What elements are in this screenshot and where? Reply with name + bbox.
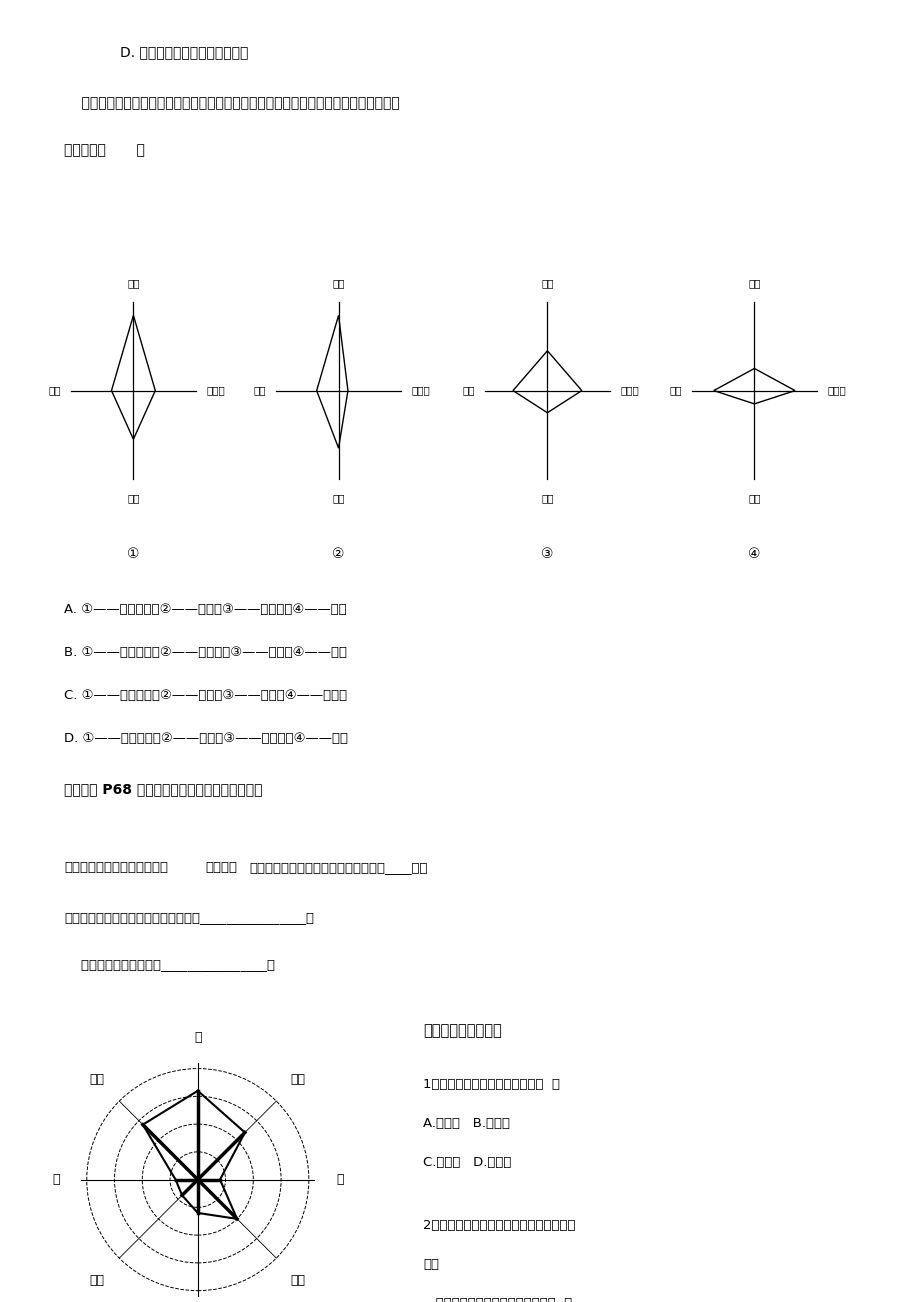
Text: 原料: 原料 [332,277,345,288]
Text: 保护: 保护 [423,1258,438,1271]
Text: D. ①——甘蔗制糖、②——噚酒、③——微电子、④——制鞋: D. ①——甘蔗制糖、②——噚酒、③——微电子、④——制鞋 [64,732,348,745]
Text: C. ①——甘蔗制糖、②——制鞋、③——噚酒、④——微电子: C. ①——甘蔗制糖、②——制鞋、③——噚酒、④——微电子 [64,689,347,702]
Text: 劳动力: 劳动力 [826,385,845,396]
Text: ②: ② [332,547,345,561]
Text: 西北: 西北 [90,1073,105,1086]
Text: 北: 北 [194,1031,201,1044]
Text: 市场: 市场 [461,385,474,396]
Text: 东南: 东南 [290,1273,305,1286]
Text: 市场: 市场 [48,385,61,396]
Text: B. ①——甘蔗制糖、②——微电子、③——制鞋、④——噚酒: B. ①——甘蔗制糖、②——微电子、③——制鞋、④——噚酒 [64,646,347,659]
Text: 原则：工业布局在最小风频的: 原则：工业布局在最小风频的 [64,861,168,874]
Text: 阅读课本 P68 风向频率与工业布局完成活动题：: 阅读课本 P68 风向频率与工业布局完成活动题： [64,783,263,797]
Text: A.西北风   B.东南风: A.西北风 B.东南风 [423,1117,510,1130]
Text: 东: 东 [335,1173,344,1186]
Text: 2、如果在该城市布局一个火电厂，从环境: 2、如果在该城市布局一个火电厂，从环境 [423,1219,575,1232]
Text: 例如：常年盛行一种风向，工业布局在________________。: 例如：常年盛行一种风向，工业布局在________________。 [64,911,314,924]
Text: 原料: 原料 [127,277,140,288]
Text: 原料: 原料 [747,277,760,288]
Text: C.西南风   D.东北风: C.西南风 D.东北风 [423,1156,511,1169]
Text: 西南: 西南 [90,1273,105,1286]
Text: 西: 西 [51,1173,60,1186]
Text: 技术: 技术 [127,493,140,504]
Text: A. ①——甘蔗制糖、②——制鞋、③——微电子、④——噚酒: A. ①——甘蔗制糖、②——制鞋、③——微电子、④——噚酒 [64,603,346,616]
Text: 盛行季风，工业布局在________________。: 盛行季风，工业布局在________________。 [64,958,275,971]
Text: 1、该地出现频率最小的风向为（  ）: 1、该地出现频率最小的风向为（ ） [423,1078,560,1091]
Text: ④: ④ [747,547,760,561]
Text: 市场: 市场 [668,385,681,396]
Text: （看风玫瑞图总结离圆心越近，风频越____。）: （看风玫瑞图总结离圆心越近，风频越____。） [249,861,427,874]
Text: 看左图，回答下两题: 看左图，回答下两题 [423,1023,502,1039]
Text: 技术: 技术 [332,493,345,504]
Text: 的角度考虑应该布局在该城市的（  ）: 的角度考虑应该布局在该城市的（ ） [423,1297,572,1302]
Text: 东北: 东北 [290,1073,305,1086]
Text: 劳动力: 劳动力 [206,385,224,396]
Text: 原料: 原料 [540,277,553,288]
Text: 符合的是（       ）: 符合的是（ ） [64,143,145,158]
Text: ①: ① [127,547,140,561]
Text: 劳动力: 劳动力 [619,385,638,396]
Text: 技术: 技术 [747,493,760,504]
Text: 劳动力: 劳动力 [411,385,429,396]
Text: 上风向上: 上风向上 [205,861,237,874]
Text: 技术: 技术 [540,493,553,504]
Text: D. 劳动力价格和产品需求量下降: D. 劳动力价格和产品需求量下降 [119,46,248,60]
Text: 下图是工业区位选择模式，其中线段长短表示影响程度的大小。下列选项中与四幅图相: 下图是工业区位选择模式，其中线段长短表示影响程度的大小。下列选项中与四幅图相 [64,96,400,111]
Text: ③: ③ [540,547,553,561]
Text: 市场: 市场 [253,385,266,396]
